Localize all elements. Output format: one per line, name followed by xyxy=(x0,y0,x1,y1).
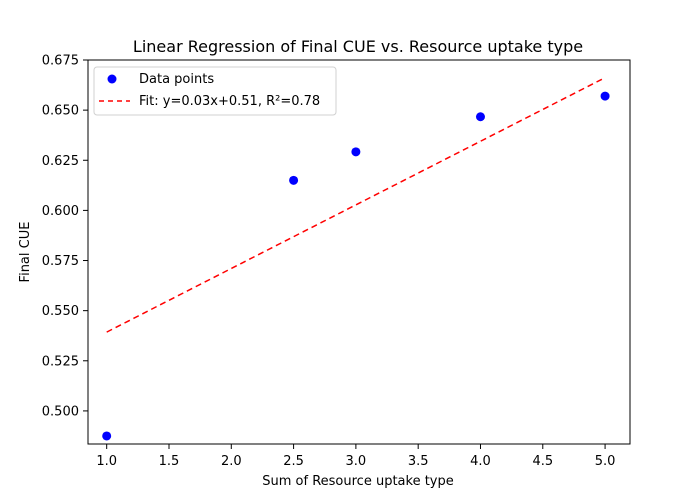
x-tick-label: 5.0 xyxy=(595,454,616,469)
x-tick-label: 4.0 xyxy=(470,454,491,469)
y-tick-label: 0.575 xyxy=(42,254,79,269)
y-tick-label: 0.675 xyxy=(42,54,79,69)
x-tick-label: 2.5 xyxy=(283,454,304,469)
legend-marker-data-points xyxy=(107,74,117,84)
y-tick-label: 0.525 xyxy=(42,354,79,369)
legend-label-fit-line: Fit: y=0.03x+0.51, R²=0.78 xyxy=(139,94,320,109)
y-tick-label: 0.600 xyxy=(42,204,79,219)
data-point xyxy=(289,175,299,185)
data-point xyxy=(102,431,112,441)
data-point xyxy=(600,91,610,101)
legend-label-data-points: Data points xyxy=(139,72,214,87)
y-tick-label: 0.500 xyxy=(42,404,79,419)
x-tick-label: 4.5 xyxy=(532,454,553,469)
y-axis-label: Final CUE xyxy=(18,222,33,283)
fit-line-layer xyxy=(106,76,606,333)
x-tick-label: 3.0 xyxy=(346,454,367,469)
plot-area xyxy=(87,59,631,445)
y-tick-label: 0.650 xyxy=(42,104,79,119)
y-tick-label: 0.550 xyxy=(42,304,79,319)
data-point xyxy=(475,112,485,122)
legend: Data points Fit: y=0.03x+0.51, R²=0.78 xyxy=(93,66,337,116)
fit-line xyxy=(106,76,606,333)
x-axis-label: Sum of Resource uptake type xyxy=(262,474,454,489)
x-tick-label: 1.0 xyxy=(96,454,117,469)
y-axis: 0.500 0.525 0.550 0.575 0.600 0.625 0.650 0.675 xyxy=(42,54,88,419)
x-tick-label: 3.5 xyxy=(408,454,429,469)
data-points-layer xyxy=(102,91,610,441)
y-tick-label: 0.625 xyxy=(42,154,79,169)
x-tick-label: 2.0 xyxy=(221,454,242,469)
x-axis: 1.0 1.5 2.0 2.5 3.0 3.5 4.0 4.5 5.0 xyxy=(96,444,615,469)
data-point xyxy=(351,147,361,157)
plot-frame xyxy=(87,59,631,445)
chart-title: Linear Regression of Final CUE vs. Resou… xyxy=(133,37,583,56)
x-tick-label: 1.5 xyxy=(159,454,180,469)
legend-box xyxy=(93,66,337,116)
